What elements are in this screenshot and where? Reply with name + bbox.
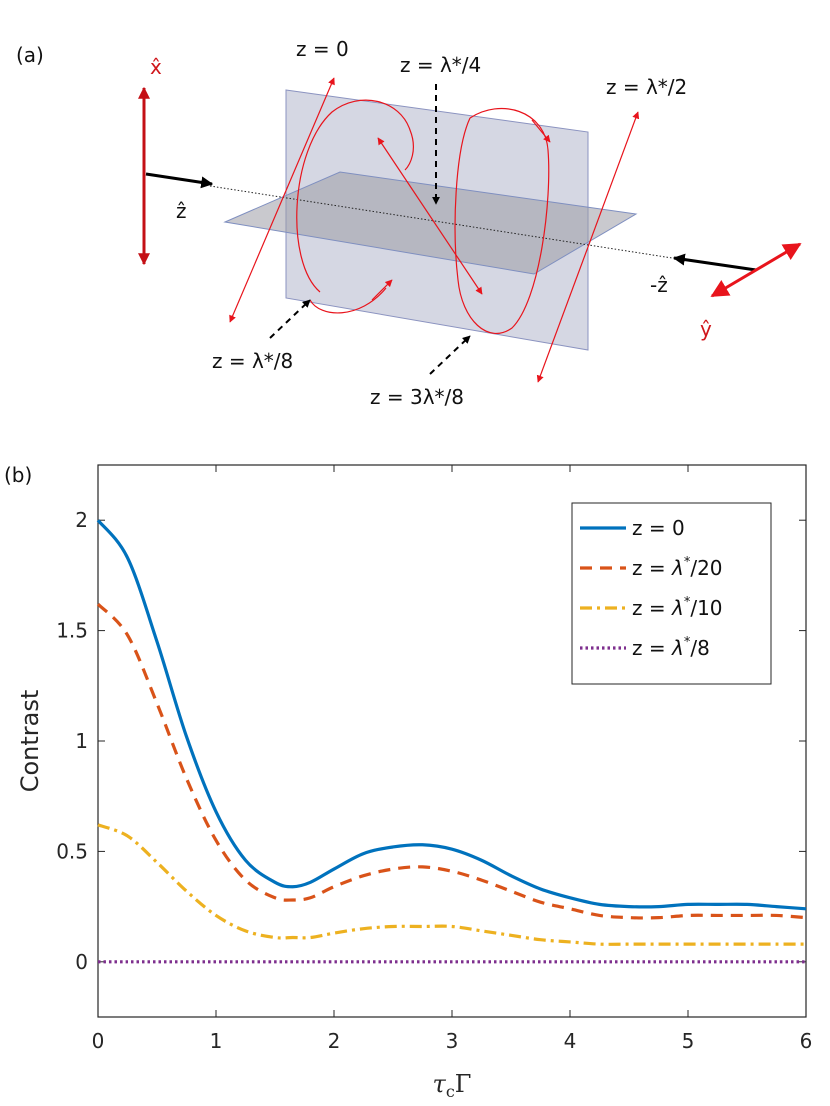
panel-a-label: (a): [16, 43, 44, 67]
legend-label-0: z = 0: [632, 516, 685, 540]
x-axis-ticks: 0 1 2 3 4 5 6: [92, 465, 813, 1053]
label-z0: z = 0: [296, 37, 349, 61]
y-hat-label: ŷ: [700, 317, 712, 341]
x-tick-label: 2: [328, 1029, 341, 1053]
label-z-quarter: z = λ*/4: [400, 53, 481, 77]
panel-b-label: (b): [4, 463, 32, 487]
y-tick-label: 0.5: [56, 839, 88, 863]
pointer-z-three-eighth: [429, 335, 471, 375]
x-hat-axis: x̂: [138, 55, 162, 266]
legend-box: [571, 502, 772, 685]
y-axis-ticks: 0 0.5 1 1.5 2: [56, 508, 806, 974]
neg-z-hat-arrow: -ẑ: [650, 253, 757, 297]
neg-z-hat-label: -ẑ: [650, 273, 668, 297]
x-axis-label: τcΓ: [433, 1070, 472, 1101]
x-hat-label: x̂: [150, 55, 162, 79]
pointer-z-eighth: [269, 299, 311, 339]
legend-label-2: z = λ*/10: [632, 595, 723, 620]
x-axis-label-tau: τ: [433, 1070, 447, 1098]
legend-label-3: z = λ*/8: [632, 635, 710, 660]
label-z-half: z = λ*/2: [606, 75, 687, 99]
z-hat-label: ẑ: [176, 199, 187, 223]
x-axis-label-gamma: Γ: [455, 1070, 472, 1098]
z-hat-arrow: ẑ: [145, 172, 214, 223]
x-tick-label: 0: [92, 1029, 105, 1053]
x-tick-label: 5: [682, 1029, 695, 1053]
y-tick-label: 1.5: [56, 619, 88, 643]
y-tick-label: 2: [75, 508, 88, 532]
label-z-three-eighth: z = 3λ*/8: [370, 385, 464, 409]
x-tick-label: 1: [210, 1029, 223, 1053]
series-line-2: [97, 823, 806, 946]
x-tick-label: 6: [800, 1029, 813, 1053]
panel-a: (a) x̂ ẑ: [16, 37, 802, 409]
x-axis-label-sub: c: [446, 1082, 455, 1101]
label-z-eighth: z = λ*/8: [212, 349, 293, 373]
legend-items: z = 0 z = λ*/20 z = λ*/10 z = λ*/8: [580, 516, 723, 660]
y-axis-label: Contrast: [16, 690, 44, 793]
y-tick-label: 1: [75, 729, 88, 753]
series-line-0: [96, 519, 807, 911]
x-tick-label: 3: [446, 1029, 459, 1053]
field-arrows: [229, 77, 640, 383]
legend-label-1: z = λ*/20: [632, 555, 723, 580]
y-tick-label: 0: [75, 950, 88, 974]
series-line-1: [96, 602, 807, 920]
series-layer: [96, 519, 807, 964]
x-tick-label: 4: [564, 1029, 577, 1053]
legend: z = 0 z = λ*/20 z = λ*/10 z = λ*/8: [571, 502, 772, 685]
y-hat-axis: ŷ: [700, 242, 802, 341]
panel-b: (b) 0 1 2 3 4 5 6 0 0.5 1 1.5 2 Contrast τcΓ z = 0…: [4, 463, 812, 1101]
